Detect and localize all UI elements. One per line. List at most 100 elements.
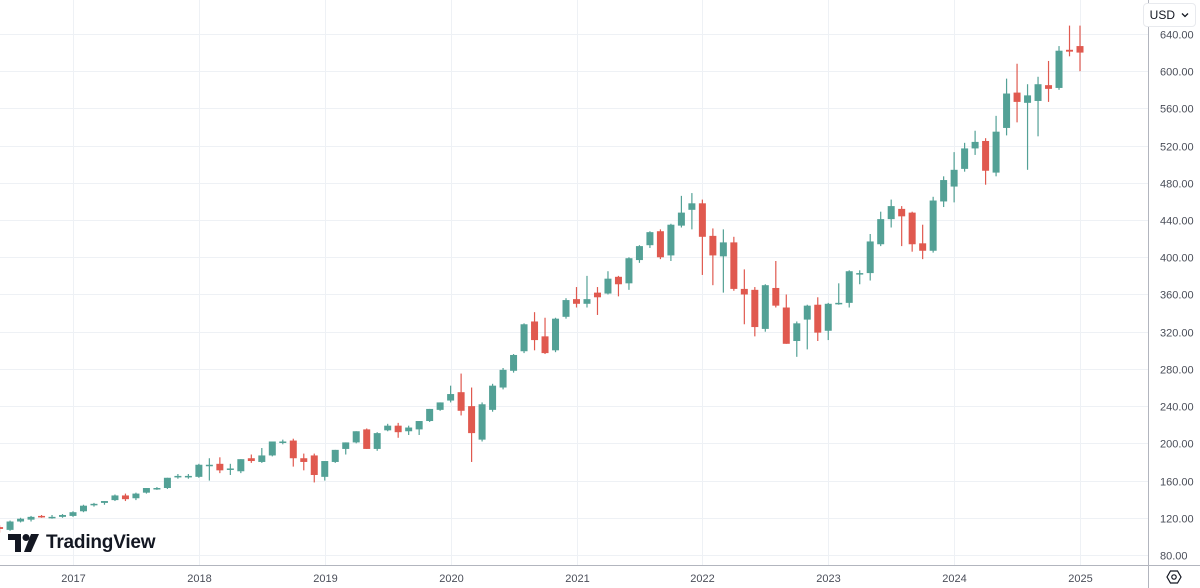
- candle-2024-04[interactable]: [982, 138, 990, 185]
- time-axis[interactable]: 2017 2018 2019 2020 2021 2022 2023 2024 2025: [61, 573, 1092, 585]
- candle-2024-11[interactable]: [1055, 46, 1063, 90]
- candle-2024-01[interactable]: [950, 152, 958, 203]
- candle-2023-01[interactable]: [824, 302, 832, 341]
- candle-2016-11[interactable]: [48, 514, 56, 519]
- candle-2024-10[interactable]: [1045, 60, 1053, 102]
- candle-2018-10[interactable]: [289, 438, 297, 467]
- candle-2020-07[interactable]: [510, 354, 518, 373]
- candle-2016-08[interactable]: [17, 517, 25, 523]
- candle-2023-07[interactable]: [887, 199, 895, 228]
- candle-2021-06[interactable]: [625, 257, 633, 290]
- candle-2016-09[interactable]: [27, 515, 35, 522]
- candle-2019-06[interactable]: [373, 432, 381, 451]
- candle-2021-05[interactable]: [614, 275, 622, 297]
- candle-2022-07[interactable]: [761, 284, 769, 332]
- candle-2024-03[interactable]: [971, 130, 979, 155]
- candle-2020-09[interactable]: [531, 312, 539, 351]
- candle-2019-01[interactable]: [321, 461, 329, 481]
- candle-2019-05[interactable]: [363, 428, 371, 449]
- candle-2018-06[interactable]: [247, 454, 255, 463]
- candle-2019-12[interactable]: [436, 402, 444, 411]
- candle-2021-08[interactable]: [646, 231, 654, 248]
- candle-2018-04[interactable]: [226, 463, 234, 475]
- candle-2018-02[interactable]: [205, 458, 213, 481]
- candle-2018-09[interactable]: [279, 439, 287, 445]
- candle-2020-10[interactable]: [541, 317, 549, 355]
- candle-2017-06[interactable]: [121, 493, 129, 502]
- candle-2018-05[interactable]: [237, 459, 245, 474]
- candle-2017-10[interactable]: [163, 477, 171, 489]
- candle-2023-02[interactable]: [835, 283, 843, 305]
- candle-2022-11[interactable]: [803, 304, 811, 350]
- candle-2022-09[interactable]: [782, 294, 790, 344]
- candle-2021-09[interactable]: [656, 229, 664, 260]
- candle-2019-04[interactable]: [352, 431, 360, 444]
- candle-2017-02[interactable]: [79, 504, 87, 513]
- candle-2023-06[interactable]: [877, 211, 885, 247]
- candle-2024-08[interactable]: [1024, 84, 1032, 170]
- candle-2017-01[interactable]: [69, 511, 77, 517]
- candle-2023-09[interactable]: [908, 211, 916, 252]
- candle-2018-12[interactable]: [310, 453, 318, 483]
- candle-2021-04[interactable]: [604, 271, 612, 295]
- candle-2023-04[interactable]: [856, 270, 864, 285]
- candle-2019-02[interactable]: [331, 449, 339, 463]
- candle-2024-09[interactable]: [1034, 76, 1042, 137]
- candle-2021-12[interactable]: [688, 193, 696, 230]
- candle-2021-11[interactable]: [677, 195, 685, 228]
- candle-2023-08[interactable]: [898, 206, 906, 247]
- candle-2020-04[interactable]: [478, 402, 486, 442]
- candle-2021-03[interactable]: [593, 287, 601, 315]
- candle-2020-06[interactable]: [499, 367, 507, 390]
- candle-2017-12[interactable]: [184, 474, 192, 479]
- candle-2022-05[interactable]: [740, 269, 748, 325]
- candle-2020-11[interactable]: [552, 317, 560, 353]
- candle-2024-07[interactable]: [1013, 63, 1021, 123]
- candle-2020-01[interactable]: [447, 385, 455, 403]
- candle-2016-10[interactable]: [38, 514, 46, 518]
- candle-2019-09[interactable]: [405, 425, 413, 435]
- currency-selector[interactable]: USD: [1142, 3, 1196, 27]
- candle-2022-03[interactable]: [719, 229, 727, 293]
- candle-2018-11[interactable]: [300, 453, 308, 471]
- candle-2023-03[interactable]: [845, 270, 853, 308]
- candle-2023-05[interactable]: [866, 234, 874, 281]
- candle-2017-08[interactable]: [142, 488, 150, 494]
- candle-2025-01[interactable]: [1076, 25, 1084, 72]
- candle-2017-04[interactable]: [100, 501, 108, 505]
- candle-2019-08[interactable]: [394, 422, 402, 438]
- candle-2020-03[interactable]: [468, 387, 476, 462]
- candle-2018-08[interactable]: [268, 441, 276, 457]
- candle-2023-11[interactable]: [929, 196, 937, 253]
- candle-2022-04[interactable]: [730, 236, 738, 291]
- candle-2022-02[interactable]: [709, 228, 717, 286]
- candle-2019-10[interactable]: [415, 421, 423, 435]
- candle-2018-01[interactable]: [195, 463, 203, 478]
- candle-2021-07[interactable]: [635, 245, 643, 263]
- candle-2024-05[interactable]: [992, 115, 1000, 177]
- candle-2021-01[interactable]: [573, 287, 580, 308]
- candle-2017-05[interactable]: [111, 494, 119, 502]
- candle-2022-12[interactable]: [814, 297, 822, 342]
- candle-2019-03[interactable]: [342, 442, 350, 455]
- candle-2019-11[interactable]: [426, 408, 434, 422]
- price-axis[interactable]: 80.00 120.00 160.00 200.00 240.00 280.00 320.0…: [1160, 30, 1194, 563]
- candle-2020-05[interactable]: [489, 383, 497, 412]
- candle-2017-03[interactable]: [90, 502, 98, 507]
- candle-2024-06[interactable]: [1003, 78, 1011, 136]
- candle-2022-06[interactable]: [751, 287, 759, 337]
- candle-2016-07[interactable]: [6, 520, 14, 531]
- candle-2024-02[interactable]: [961, 142, 969, 172]
- candle-2024-12[interactable]: [1066, 25, 1074, 57]
- candle-2017-07[interactable]: [132, 492, 140, 501]
- candle-2022-10[interactable]: [793, 321, 801, 357]
- candle-2021-10[interactable]: [667, 223, 675, 261]
- candle-2016-06[interactable]: [0, 525, 4, 533]
- candle-2022-01[interactable]: [698, 199, 706, 275]
- candle-2020-08[interactable]: [520, 323, 528, 354]
- candle-2017-09[interactable]: [153, 487, 161, 490]
- candle-2019-07[interactable]: [384, 423, 392, 432]
- candle-2018-03[interactable]: [216, 457, 224, 474]
- candle-2023-12[interactable]: [940, 176, 948, 208]
